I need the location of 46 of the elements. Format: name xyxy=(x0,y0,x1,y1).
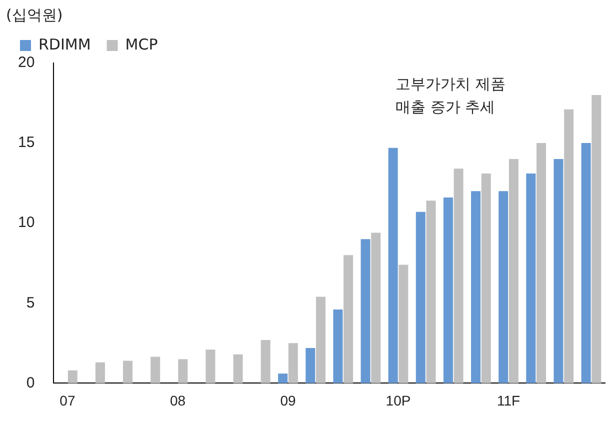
bar xyxy=(278,374,288,384)
bar xyxy=(471,191,481,384)
x-tick-label: 09 xyxy=(280,392,296,408)
y-tick-label: 20 xyxy=(18,54,35,72)
bar xyxy=(564,109,574,384)
bar xyxy=(123,360,133,384)
x-tick-label: 11F xyxy=(496,392,520,408)
bar xyxy=(454,168,464,384)
bar xyxy=(233,354,243,384)
bar xyxy=(388,148,398,384)
bar xyxy=(443,197,453,384)
bar xyxy=(371,232,381,384)
bar xyxy=(344,255,354,384)
bar xyxy=(206,350,216,384)
annotation: 고부가가치 제품 매출 증가 추세 xyxy=(396,74,506,116)
x-tick-label: 08 xyxy=(170,392,186,408)
y-tick-label: 5 xyxy=(26,294,35,312)
bar xyxy=(288,343,298,384)
x-tick-label: 07 xyxy=(60,392,76,408)
y-tick-label: 10 xyxy=(18,214,35,232)
legend-label: MCP xyxy=(125,35,158,54)
bar xyxy=(416,212,426,384)
bar xyxy=(526,173,536,384)
y-tick-label: 0 xyxy=(26,374,35,392)
bar xyxy=(498,191,508,384)
bar xyxy=(554,159,564,384)
bar xyxy=(333,310,343,384)
bar xyxy=(150,356,160,384)
y-tick-label: 15 xyxy=(18,134,35,152)
x-tick-label: 10P xyxy=(386,392,411,408)
bar xyxy=(508,159,518,384)
bar xyxy=(398,264,408,384)
bar xyxy=(306,348,316,384)
bar xyxy=(95,362,105,384)
bar xyxy=(260,340,270,384)
bar xyxy=(316,296,326,384)
legend-label: RDIMM xyxy=(38,35,91,54)
bar xyxy=(360,239,370,384)
bar xyxy=(581,143,591,384)
bar xyxy=(536,143,546,384)
bar xyxy=(68,370,78,384)
y-axis-title: (십억원) xyxy=(6,6,63,25)
bar xyxy=(592,95,602,384)
bar xyxy=(426,200,436,384)
bar xyxy=(481,173,491,384)
bar xyxy=(178,359,188,384)
